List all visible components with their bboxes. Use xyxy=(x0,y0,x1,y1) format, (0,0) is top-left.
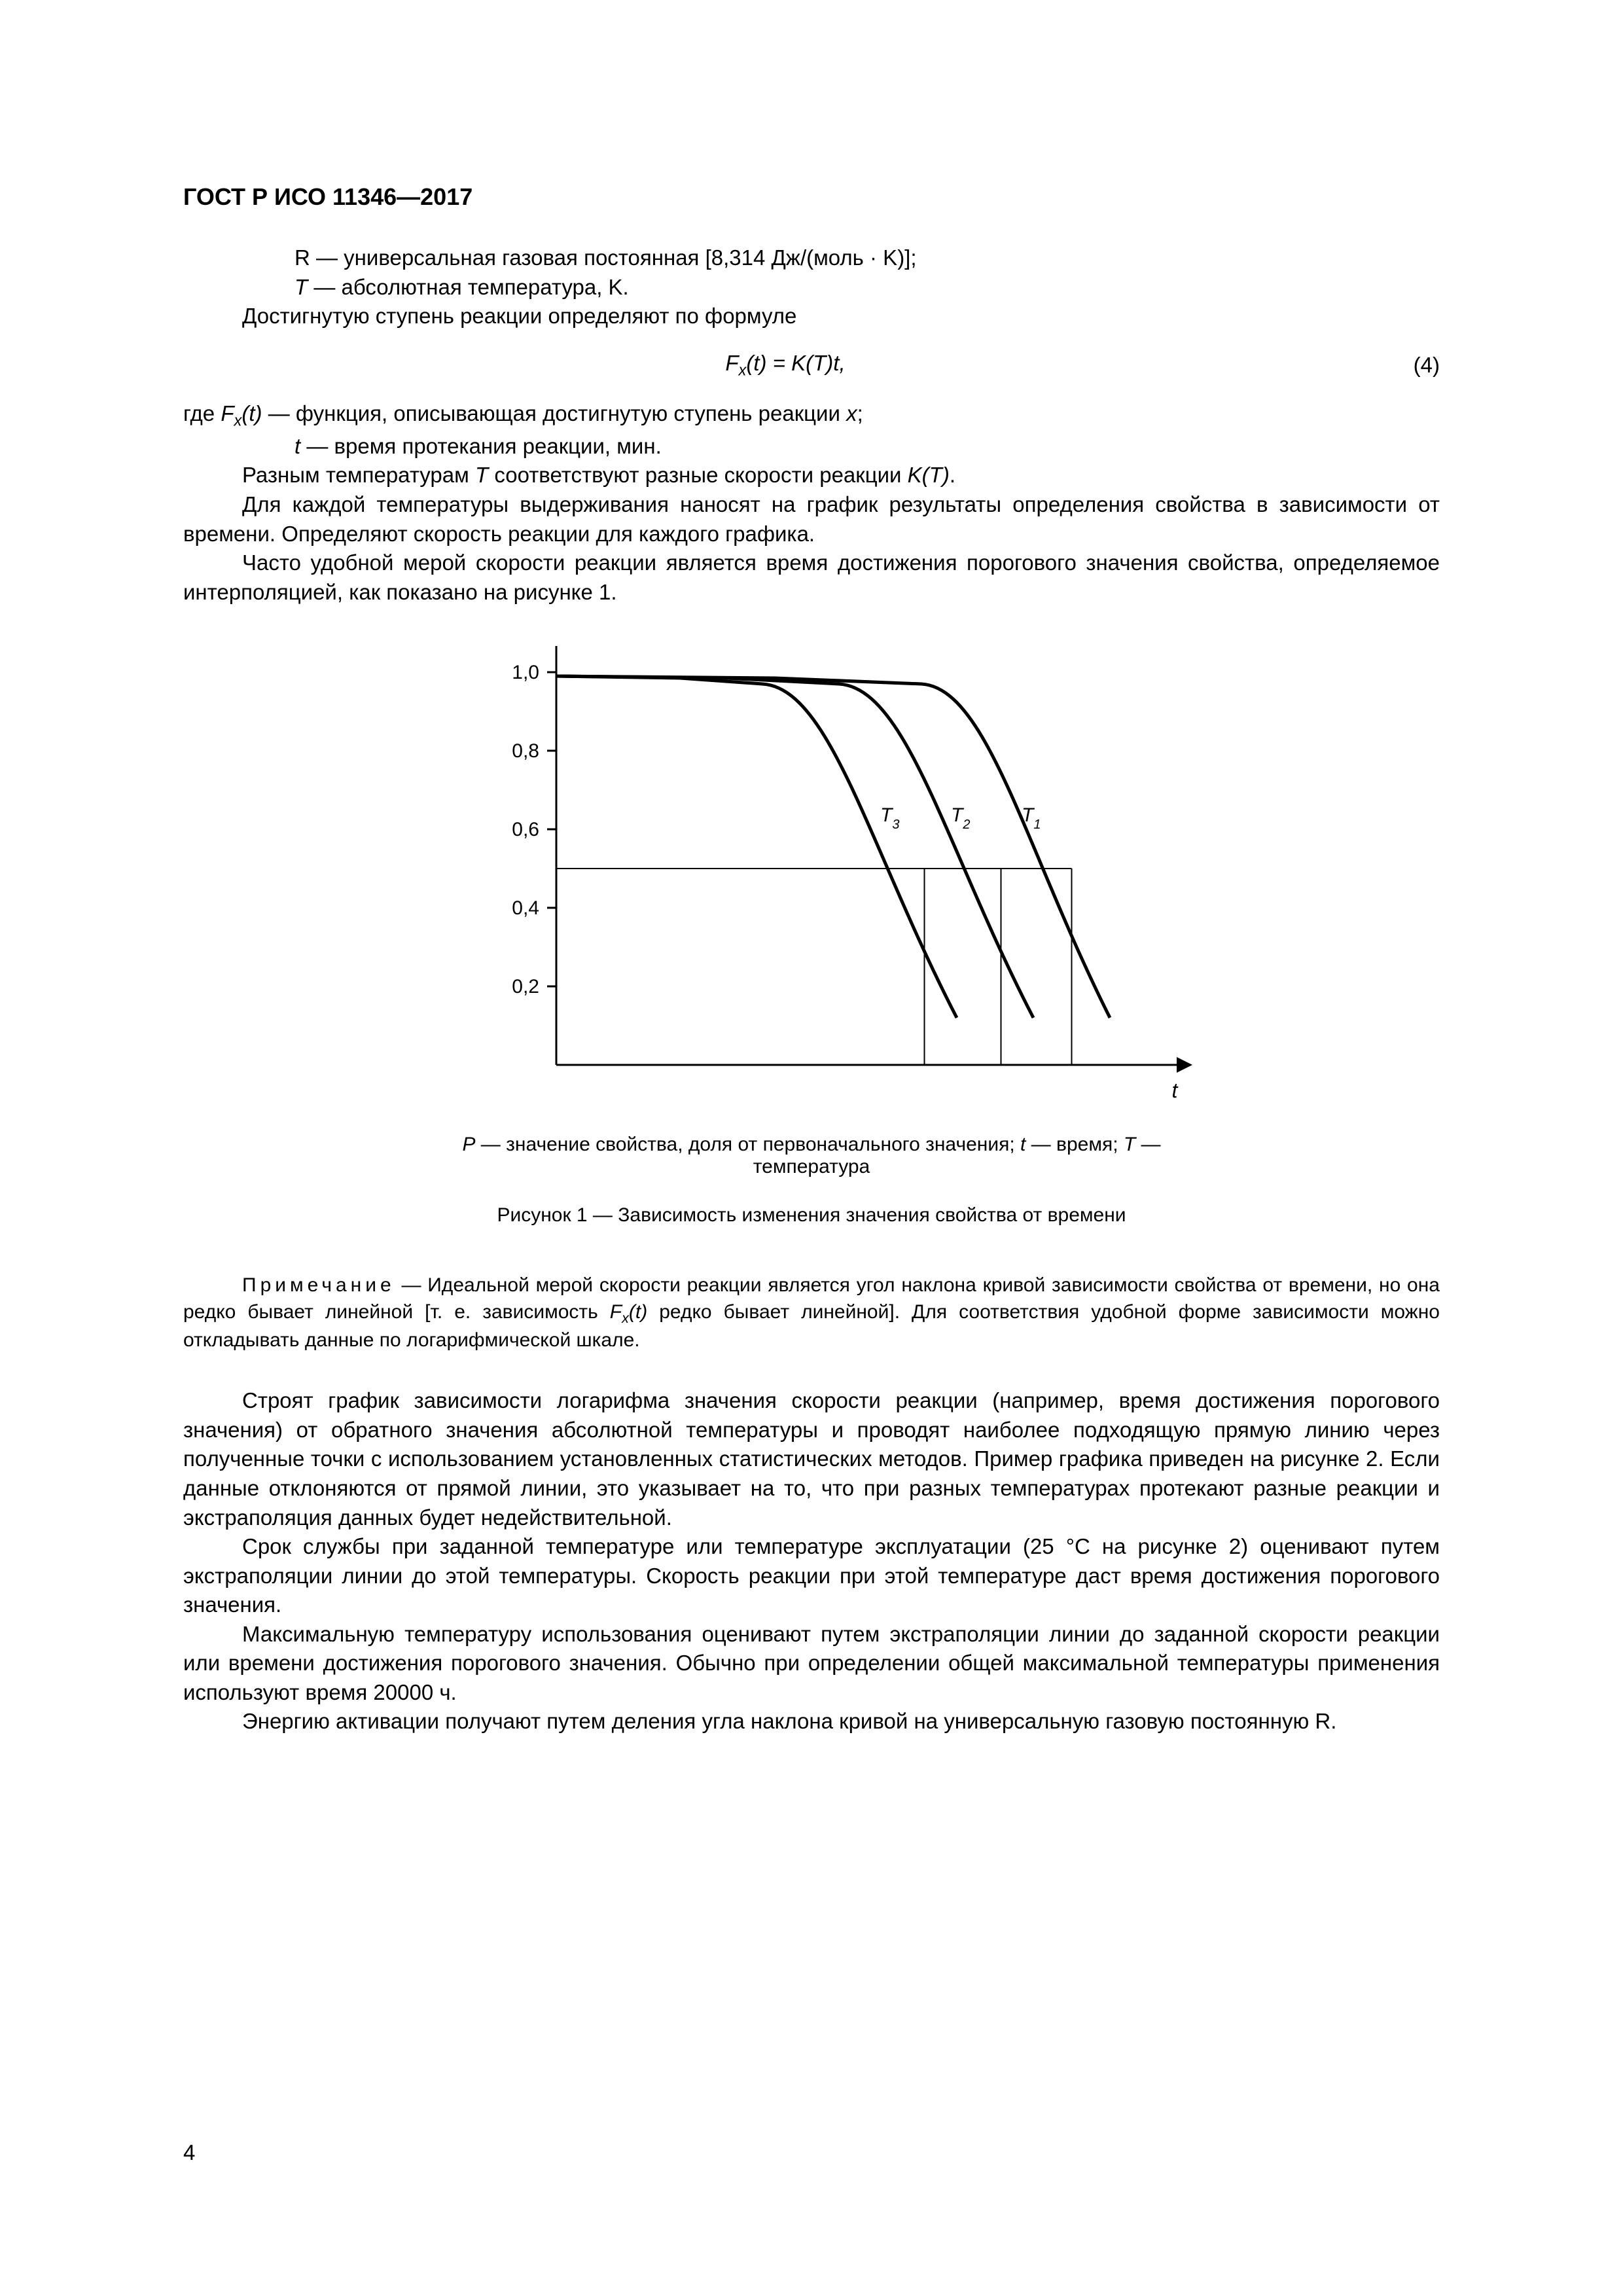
figure-1: 1,00,80,60,40,2PtT3T2T1 P — значение сво… xyxy=(419,646,1204,1227)
svg-text:T3: T3 xyxy=(880,804,899,832)
page-number: 4 xyxy=(183,2140,195,2165)
var-x: x xyxy=(846,401,857,425)
note-label: Примечание xyxy=(242,1274,395,1296)
figure-1-svg: 1,00,80,60,40,2PtT3T2T1 xyxy=(419,646,1204,1117)
svg-text:0,2: 0,2 xyxy=(512,976,539,997)
def-T-text: — абсолютная температура, K. xyxy=(308,275,629,299)
semi: ; xyxy=(857,401,863,425)
where-line: где Fx(t) — функция, описывающая достигн… xyxy=(183,399,1440,432)
p-diff-1: Разным температурам xyxy=(242,463,475,487)
note-para: Примечание — Идеальной мерой скорости ре… xyxy=(183,1272,1440,1354)
equation-4: Fx(t) = K(T)t, (4) xyxy=(183,351,1440,380)
svg-text:1,0: 1,0 xyxy=(512,662,539,683)
svg-text:t: t xyxy=(1172,1079,1179,1102)
period-1: . xyxy=(950,463,955,487)
svg-text:T2: T2 xyxy=(951,804,970,832)
document-header: ГОСТ Р ИСО 11346—2017 xyxy=(183,183,1440,211)
definition-T: T — абсолютная температура, K. xyxy=(183,273,1440,302)
svg-text:0,8: 0,8 xyxy=(512,740,539,762)
t-sym: t xyxy=(294,434,300,458)
p-diff-2: соответствуют разные скорости реакции xyxy=(488,463,907,487)
fx-sym: F xyxy=(221,401,234,425)
note-fx-arg: (t) xyxy=(629,1301,647,1323)
threshold-para: Часто удобной мерой скорости реакции явл… xyxy=(183,548,1440,607)
para-energy: Энергию активации получают путем деления… xyxy=(183,1707,1440,1736)
each-T-para: Для каждой температуры выдерживания нано… xyxy=(183,490,1440,548)
cap-2: — время; xyxy=(1026,1134,1124,1155)
t-line: t — время протекания реакции, мин. xyxy=(183,432,1440,461)
definition-R: R — универсальная газовая постоянная [8,… xyxy=(183,243,1440,273)
eq-sub: x xyxy=(739,361,747,379)
note-fx: F xyxy=(610,1301,622,1323)
svg-text:0,6: 0,6 xyxy=(512,819,539,840)
cap-1: — значение свойства, доля от первоначаль… xyxy=(475,1134,1020,1155)
figure-1-caption: P — значение свойства, доля от первонача… xyxy=(419,1134,1204,1178)
fx-arg: (t) xyxy=(241,401,262,425)
svg-text:P: P xyxy=(523,646,537,649)
where-prefix: где xyxy=(183,401,221,425)
note-fx-sub: x xyxy=(622,1310,629,1326)
cap-P: P xyxy=(462,1134,475,1155)
svg-text:0,4: 0,4 xyxy=(512,897,539,919)
KT-sym: K(T) xyxy=(908,463,950,487)
para-service: Срок службы при заданной температуре или… xyxy=(183,1532,1440,1620)
figure-1-title: Рисунок 1 — Зависимость изменения значен… xyxy=(419,1204,1204,1227)
fx-desc: — функция, описывающая достигнутую ступе… xyxy=(262,401,847,425)
equation-body: Fx(t) = K(T)t, xyxy=(183,351,1387,380)
eq-rest: (t) = K(T)t, xyxy=(746,351,845,375)
diff-T-line: Разным температурам T соответствуют разн… xyxy=(183,461,1440,490)
eq-lhs: F xyxy=(725,351,738,375)
formula-intro: Достигнутую ступень реакции определяют п… xyxy=(183,302,1440,331)
fx-sub: x xyxy=(234,412,242,430)
para-maxT: Максимальную температуру использования о… xyxy=(183,1620,1440,1708)
var-T: T xyxy=(294,275,308,299)
equation-number: (4) xyxy=(1387,353,1440,378)
T-sym-1: T xyxy=(475,463,488,487)
t-desc: — время протекания реакции, мин. xyxy=(300,434,662,458)
para-log: Строят график зависимости логарифма знач… xyxy=(183,1386,1440,1532)
cap-T: T xyxy=(1124,1134,1135,1155)
